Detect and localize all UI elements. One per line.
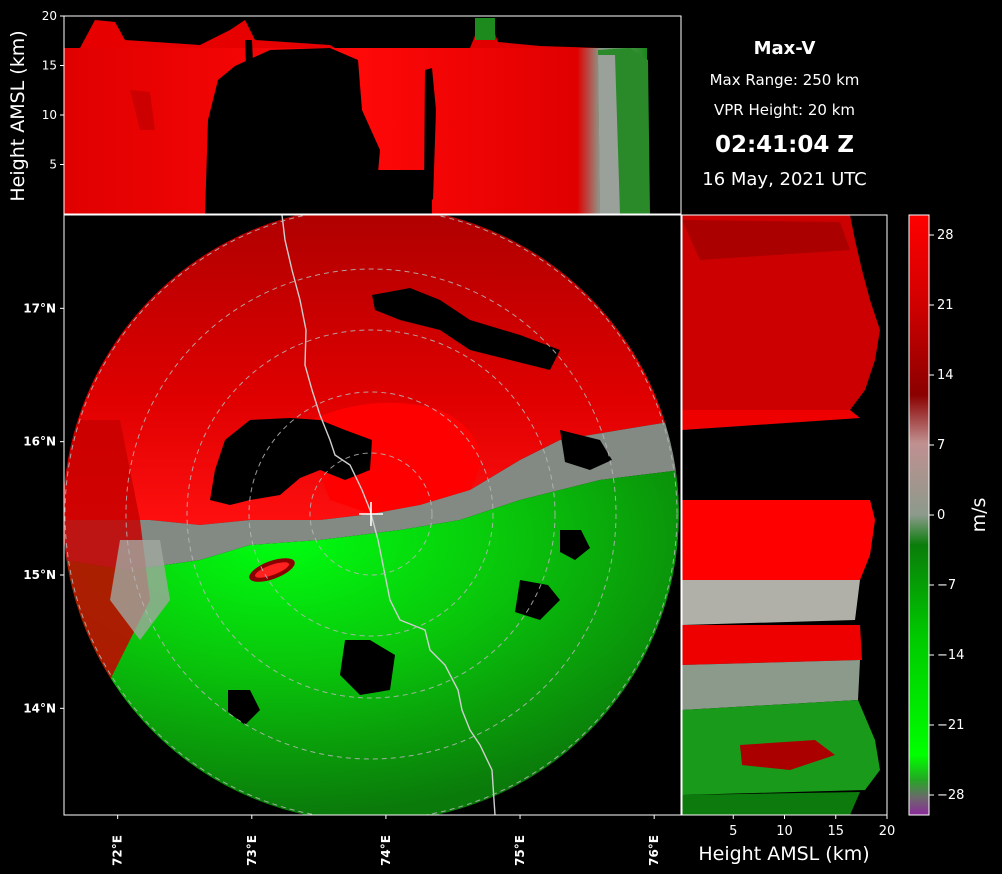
main-ytick-label: 17°N [23,301,56,315]
main-ytick-label: 14°N [23,701,56,715]
scan-time: 02:41:04 Z [714,132,855,158]
colorbar-tick-label: −28 [937,788,964,803]
range-rings [64,215,678,815]
vpr-height-text: VPR Height: 20 km [713,101,856,119]
coastline [281,215,496,815]
colorbar-tick-label: −21 [937,718,964,733]
right-profile-panel [682,215,887,815]
radar-site-marker [359,502,383,526]
main-ytick-label: 15°N [23,568,56,582]
max-range-text: Max Range: 250 km [709,71,860,89]
product-title: Max-V [753,38,816,59]
main-xtick-label: 72°E [111,835,125,866]
colorbar-label: m/s [968,498,990,533]
colorbar-tick-label: 0 [937,508,945,523]
colorbar-tick-label: 21 [937,298,954,313]
main-xtick-label: 75°E [513,835,527,866]
right-xtick-label: 20 [879,824,896,839]
colorbar-tick-label: −14 [937,648,964,663]
main-xtick-label: 74°E [379,835,393,866]
top-profile-panel [64,16,681,214]
main-xtick-label: 76°E [647,835,661,866]
colorbar-tick-label: 7 [937,438,945,453]
top-ytick-label: 10 [42,108,57,122]
top-ytick-label: 20 [42,9,57,23]
top-profile-echo [64,18,650,214]
right-xtick-label: 15 [827,824,844,839]
velocity-echo [64,215,679,815]
top-ytick-label: 15 [42,59,57,73]
colorbar [909,215,929,815]
main-plan-panel [64,215,681,815]
right-xtick-label: 10 [776,824,793,839]
main-ytick-label: 16°N [23,435,56,449]
right-xlabel: Height AMSL (km) [698,843,869,865]
colorbar-tick-label: −7 [937,578,956,593]
main-xtick-label: 73°E [245,835,259,866]
scan-date: 16 May, 2021 UTC [702,169,867,190]
colorbar-tick-label: 14 [937,368,954,383]
top-ytick-label: 5 [49,158,57,172]
right-xtick-label: 5 [729,824,737,839]
top-ylabel: Height AMSL (km) [7,30,29,201]
product-info-box: Max-V Max Range: 250 km VPR Height: 20 k… [682,16,887,214]
axes-layer: 72°E 73°E 74°E 75°E 76°E 14°N 15°N 16°N 17°N 5 10 1… [23,9,964,866]
colorbar-tick-label: 28 [937,228,954,243]
